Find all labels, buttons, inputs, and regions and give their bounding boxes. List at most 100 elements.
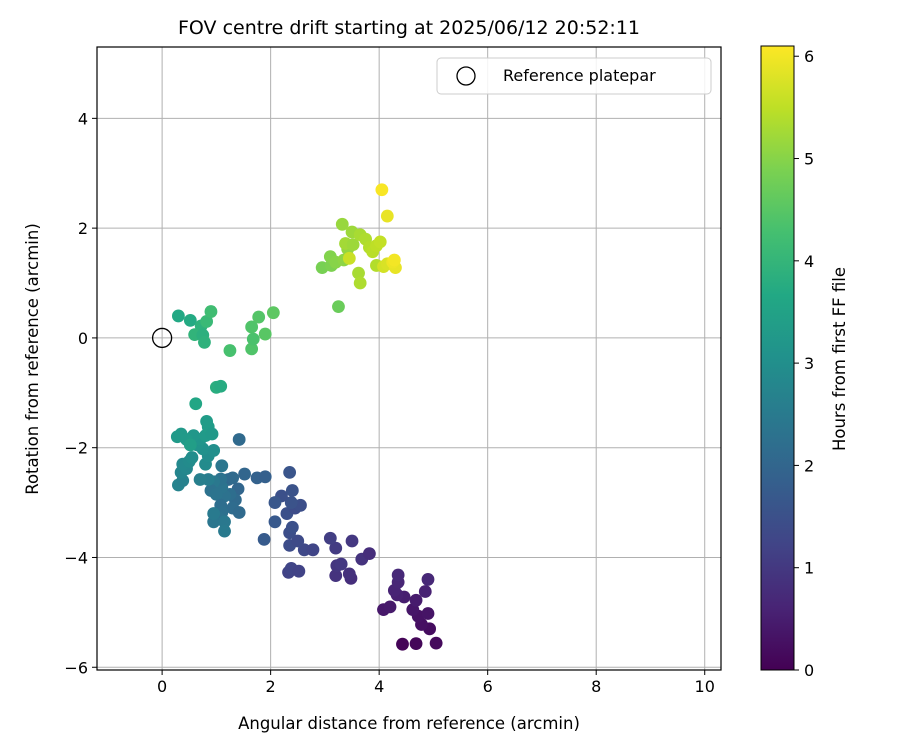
y-tick-label: 2 (78, 219, 88, 238)
data-point (342, 567, 356, 581)
data-point (185, 451, 199, 464)
data-point (200, 315, 214, 328)
legend-marker-icon (456, 66, 476, 86)
x-tick-label: 2 (266, 677, 276, 696)
data-point (285, 484, 299, 497)
data-point (418, 585, 432, 598)
colorbar-tick-label: 0 (804, 661, 814, 680)
y-tick-label: 4 (78, 109, 88, 128)
x-tick-label: 10 (695, 677, 715, 696)
y-tick-label: −2 (64, 439, 88, 458)
data-point (215, 459, 229, 473)
data-point (396, 637, 409, 651)
data-point (421, 573, 435, 586)
data-point (373, 235, 387, 249)
data-point (205, 427, 219, 441)
data-point (285, 520, 299, 534)
reference-marker (151, 327, 173, 349)
data-point (214, 379, 228, 393)
data-point (375, 183, 389, 197)
data-point (353, 276, 367, 290)
colorbar-tick-label: 1 (804, 559, 814, 578)
y-axis-label: Rotation from reference (arcmin) (23, 223, 42, 495)
data-point (329, 569, 343, 582)
chart-title: FOV centre drift starting at 2025/06/12 … (178, 17, 640, 39)
data-point (329, 541, 343, 555)
data-point (306, 543, 320, 557)
data-point (292, 564, 306, 578)
colorbar-strip (760, 45, 795, 671)
data-point (189, 397, 203, 411)
data-point (335, 217, 349, 231)
data-point (284, 496, 298, 509)
data-point (391, 568, 405, 582)
x-axis-label: Angular distance from reference (arcmin) (238, 714, 580, 733)
y-tick-label: −6 (64, 658, 88, 677)
colorbar-label: Hours from first FF file (830, 267, 849, 451)
data-points (170, 183, 443, 651)
data-point (409, 593, 423, 607)
plot-frame (96, 46, 722, 671)
colorbar-ticks: 0 1 2 3 4 5 6 (794, 47, 814, 680)
data-point (266, 306, 280, 320)
data-point (323, 531, 337, 545)
data-point (332, 300, 345, 314)
data-point (421, 607, 435, 620)
legend-box (436, 57, 712, 95)
y-tick-label: −4 (64, 548, 88, 567)
data-point (245, 320, 259, 334)
colorbar-tick-label: 5 (804, 150, 814, 169)
y-axis-ticks: −6 −4 −2 0 2 4 (64, 109, 97, 677)
data-point (207, 507, 221, 520)
legend-entry-reference: Reference platepar (503, 66, 656, 85)
data-point (183, 313, 197, 327)
colorbar: 0 1 2 3 4 5 6 Hours from first FF file (760, 45, 849, 680)
data-point (226, 471, 240, 485)
reference-point-marker (151, 327, 173, 349)
data-point (198, 335, 211, 349)
data-point (429, 636, 443, 650)
data-point (223, 344, 237, 357)
data-point (258, 327, 272, 341)
x-tick-label: 0 (157, 677, 167, 696)
data-point (346, 238, 360, 252)
colorbar-tick-label: 3 (804, 354, 814, 373)
y-tick-label: 0 (78, 329, 88, 348)
data-point (268, 515, 282, 529)
data-point (232, 433, 246, 446)
colorbar-tick-label: 6 (804, 47, 814, 66)
data-point (257, 532, 271, 546)
data-point (204, 305, 218, 318)
data-point (334, 557, 348, 571)
data-point (258, 470, 272, 484)
data-point (218, 515, 231, 529)
data-point (218, 524, 231, 538)
data-point (209, 487, 223, 501)
data-point (342, 251, 356, 265)
x-tick-label: 6 (483, 677, 493, 696)
data-point (245, 342, 259, 356)
data-point (383, 600, 397, 614)
data-point (291, 534, 305, 548)
data-point (238, 467, 251, 481)
data-point (246, 332, 260, 346)
x-tick-label: 8 (591, 677, 601, 696)
x-axis-ticks: 0 2 4 6 8 10 (157, 670, 715, 696)
data-point (207, 444, 221, 457)
data-point (380, 209, 394, 223)
data-point (345, 534, 359, 548)
data-point (193, 473, 207, 486)
data-point (409, 637, 423, 651)
data-point (200, 414, 214, 428)
data-point (268, 496, 282, 509)
legend: Reference platepar (436, 57, 712, 95)
x-tick-label: 4 (374, 677, 384, 696)
grid-lines (97, 47, 721, 670)
data-point (352, 266, 365, 280)
data-point (283, 465, 297, 479)
data-point (232, 506, 246, 519)
data-point (387, 253, 401, 267)
colorbar-tick-label: 2 (804, 456, 814, 475)
data-point (183, 438, 197, 452)
